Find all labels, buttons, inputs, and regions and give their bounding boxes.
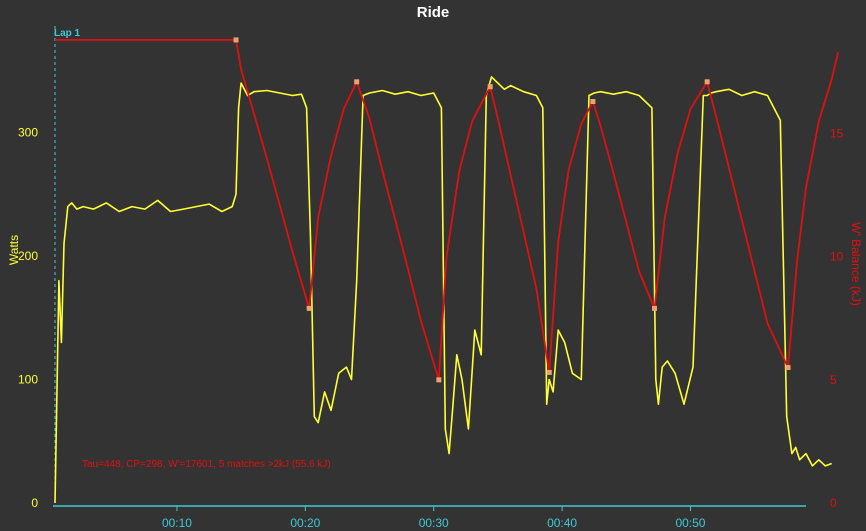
x-tick-label: 00:20 [290,516,320,530]
match-point [785,365,791,371]
match-point [704,79,710,85]
wbal-annotation: Tau=448, CP=298, W'=17601, 5 matches >2k… [82,459,331,470]
axes-layer: 00:10 00:20 00:30 00:40 00:50 0 100 200 300 0 5 10 1… [18,26,844,530]
series-layer [54,37,839,504]
match-point [652,305,658,311]
lap-label: Lap 1 [54,28,81,39]
y-right-tick-label: 0 [830,496,837,510]
match-point [590,99,596,105]
x-tick-label: 00:40 [547,516,577,530]
x-tick-label: 00:10 [162,516,192,530]
y-left-tick-label: 0 [31,496,38,510]
x-tick-label: 00:30 [419,516,449,530]
y-left-tick-label: 300 [18,126,38,140]
y-left-axis-label: Watts [7,235,21,265]
power-series-line [54,76,832,504]
y-right-tick-label: 15 [830,127,844,141]
y-left-tick-label: 100 [18,373,38,387]
y-right-tick-label: 10 [830,250,844,264]
match-point [354,79,360,85]
chart-title: Ride [417,4,450,21]
y-right-tick-label: 5 [830,373,837,387]
x-tick-label: 00:50 [675,516,705,530]
match-point [233,37,239,43]
wbal-series-line [55,39,839,381]
match-point [487,84,493,90]
y-right-axis-label: W' Balance (kJ) [849,222,863,306]
match-point [436,377,442,383]
match-point [306,305,312,311]
match-point [546,369,552,375]
y-left-tick-label: 200 [18,249,38,263]
